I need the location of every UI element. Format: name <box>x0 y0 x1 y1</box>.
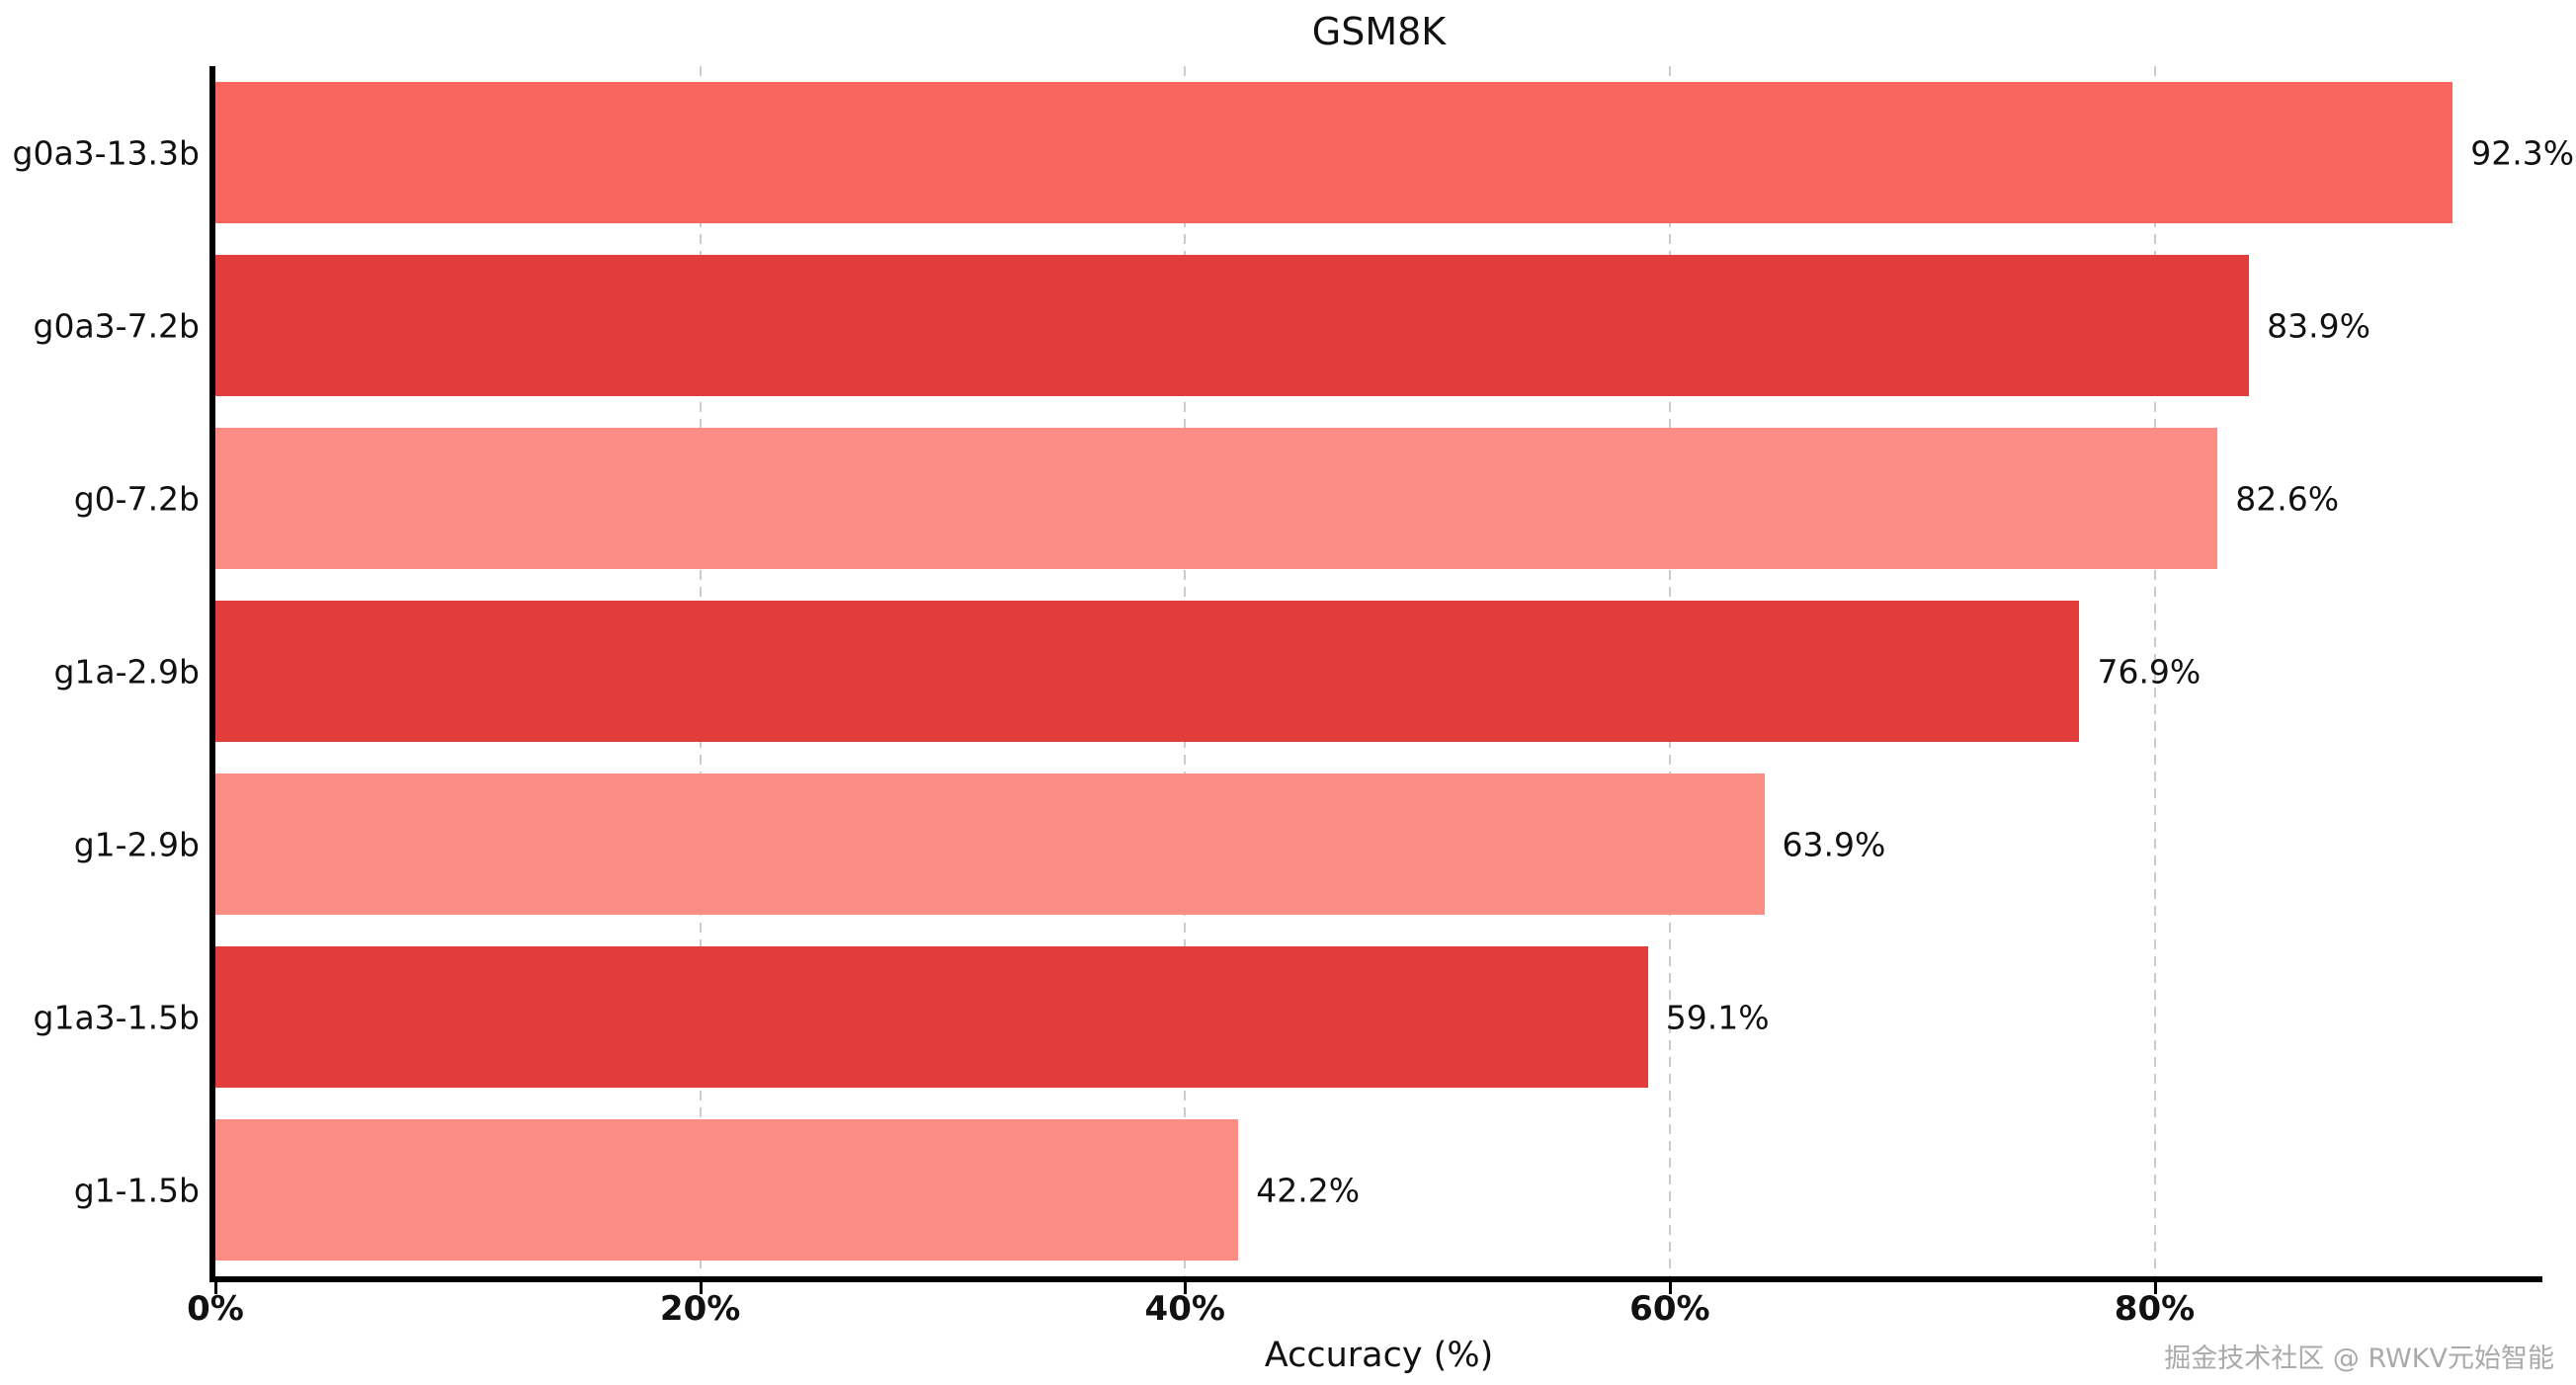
x-tick-label-80%: 80% <box>2114 1289 2196 1329</box>
category-label-g0a3-7.2b: g0a3-7.2b <box>33 306 201 345</box>
x-axis-title: Accuracy (%) <box>1264 1336 1494 1375</box>
category-label-g0a3-13.3b: g0a3-13.3b <box>12 133 201 172</box>
x-tick-label-60%: 60% <box>1629 1289 1710 1329</box>
x-tick-label-20%: 20% <box>659 1289 741 1329</box>
x-tick-label-0%: 0% <box>187 1289 244 1329</box>
category-label-g1-2.9b: g1-2.9b <box>73 825 200 863</box>
value-label-g0-7.2b: 82.6% <box>2235 479 2340 518</box>
x-tick-mark-20% <box>699 1282 703 1294</box>
x-tick-label-40%: 40% <box>1144 1289 1225 1329</box>
bar-g0-7.2b <box>215 428 2218 569</box>
y-axis-line <box>209 66 215 1282</box>
bar-g1a3-1.5b <box>215 946 1648 1088</box>
x-tick-mark-0% <box>214 1282 217 1294</box>
x-tick-mark-40% <box>1184 1282 1188 1294</box>
value-label-g0a3-13.3b: 92.3% <box>2470 133 2575 172</box>
value-label-g0a3-7.2b: 83.9% <box>2267 306 2371 345</box>
category-label-g1-1.5b: g1-1.5b <box>73 1171 200 1209</box>
x-tick-mark-80% <box>2153 1282 2157 1294</box>
gridline-80% <box>2153 66 2156 1276</box>
x-tick-mark-60% <box>1668 1282 1672 1294</box>
bar-g1a-2.9b <box>215 601 2080 742</box>
plot-area: 92.3% 83.9% 82.6% 76.9% 63.9% 59.1% 42.2% <box>209 66 2574 1282</box>
category-label-g1a3-1.5b: g1a3-1.5b <box>33 998 201 1036</box>
bar-g1-1.5b <box>215 1119 1239 1261</box>
value-label-g1-2.9b: 63.9% <box>1782 825 1886 863</box>
chart-title: GSM8K <box>1311 10 1447 53</box>
bar-g0a3-13.3b <box>215 82 2453 223</box>
category-label-g1a-2.9b: g1a-2.9b <box>53 652 200 691</box>
value-label-g1a3-1.5b: 59.1% <box>1665 998 1770 1036</box>
value-label-g1-1.5b: 42.2% <box>1256 1171 1361 1209</box>
bar-g0a3-7.2b <box>215 255 2250 396</box>
x-axis-line <box>209 1276 2542 1282</box>
bar-g1-2.9b <box>215 774 1765 915</box>
category-label-g0-7.2b: g0-7.2b <box>73 479 200 518</box>
value-label-g1a-2.9b: 76.9% <box>2097 652 2202 691</box>
watermark: 掘金技术社区 @ RWKV元始智能 <box>2164 1344 2554 1374</box>
